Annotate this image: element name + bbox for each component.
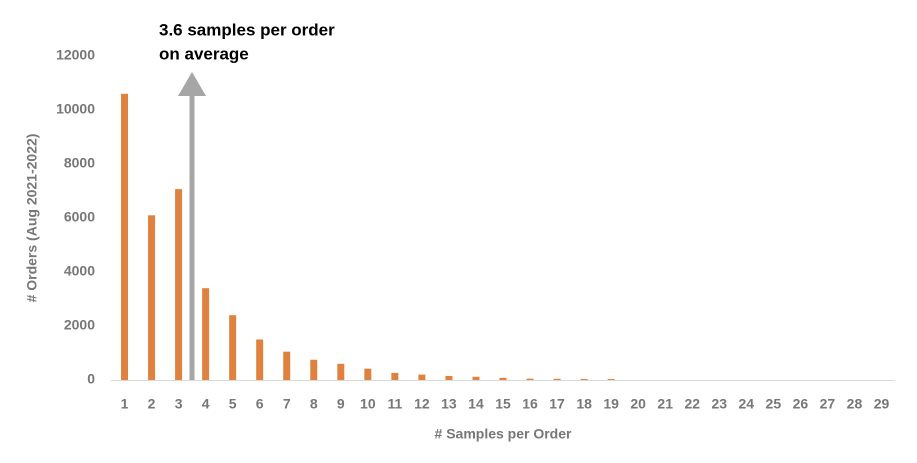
annotation-line: 3.6 samples per order	[159, 20, 335, 39]
bar	[391, 372, 399, 380]
bar	[364, 368, 372, 380]
x-tick-label: 9	[337, 396, 345, 412]
bar	[337, 363, 345, 380]
bar	[121, 93, 129, 381]
y-axis-label: # Orders (Aug 2021-2022)	[24, 134, 40, 303]
bar	[229, 315, 237, 380]
x-tick-label: 1	[121, 396, 129, 412]
bar	[175, 189, 183, 380]
bar	[283, 351, 291, 380]
x-tick-label: 5	[229, 396, 237, 412]
x-tick-label: 20	[630, 396, 646, 412]
x-tick-label: 22	[684, 396, 700, 412]
y-tick-label: 8000	[64, 155, 95, 171]
x-axis-label: # Samples per Order	[435, 426, 573, 442]
y-tick-label: 6000	[64, 209, 95, 225]
x-tick-label: 16	[522, 396, 538, 412]
x-tick-label: 27	[820, 396, 836, 412]
y-tick-label: 2000	[64, 317, 95, 333]
bar	[472, 376, 480, 380]
bar	[607, 379, 615, 380]
y-tick-label: 0	[87, 371, 95, 387]
bar	[256, 339, 264, 380]
x-tick-label: 15	[495, 396, 511, 412]
x-tick-label: 28	[847, 396, 863, 412]
y-tick-label: 4000	[64, 263, 95, 279]
x-tick-label: 8	[310, 396, 318, 412]
y-tick-label: 12000	[56, 47, 95, 63]
x-tick-label: 17	[549, 396, 565, 412]
bar	[553, 378, 561, 380]
x-tick-label: 6	[256, 396, 264, 412]
x-tick-label: 21	[657, 396, 673, 412]
x-tick-label: 2	[148, 396, 156, 412]
x-tick-label: 29	[874, 396, 890, 412]
bar	[445, 375, 453, 380]
annotation-arrowhead	[178, 72, 206, 96]
annotation-line: on average	[159, 44, 249, 63]
x-tick-label: 13	[441, 396, 457, 412]
x-tick-label: 19	[603, 396, 619, 412]
x-tick-label: 23	[711, 396, 727, 412]
bar	[148, 215, 156, 380]
bar	[310, 359, 318, 380]
bar	[580, 378, 588, 380]
x-tick-label: 7	[283, 396, 291, 412]
x-tick-label: 11	[387, 396, 402, 412]
x-tick-label: 26	[793, 396, 809, 412]
x-tick-label: 3	[175, 396, 183, 412]
x-tick-label: 12	[414, 396, 430, 412]
bar	[526, 378, 534, 380]
bar	[499, 377, 507, 380]
x-tick-label: 10	[360, 396, 376, 412]
x-tick-label: 18	[576, 396, 592, 412]
y-tick-label: 10000	[56, 101, 95, 117]
bar	[418, 374, 426, 380]
x-tick-label: 24	[739, 396, 755, 412]
x-tick-label: 14	[468, 396, 484, 412]
x-tick-label: 4	[202, 396, 210, 412]
x-tick-label: 25	[766, 396, 782, 412]
bar	[202, 288, 210, 380]
